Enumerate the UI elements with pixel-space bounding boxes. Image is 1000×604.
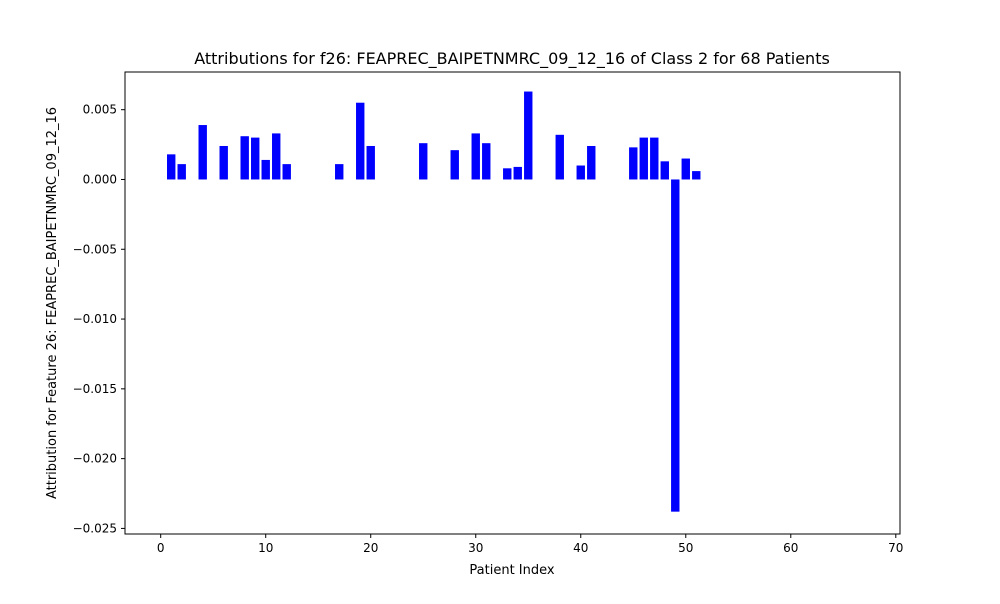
bar [639,137,648,180]
x-tick-label: 60 [783,541,798,555]
bar [629,147,638,180]
bar [576,165,585,180]
bar [587,145,596,180]
y-tick-label: −0.005 [73,242,117,256]
x-axis-label: Patient Index [469,563,554,578]
x-tick-label: 10 [258,541,273,555]
bar [366,145,375,180]
bar [240,136,249,180]
y-axis-ticks: 0.005 0.000 −0.005 −0.010 −0.015 −0.020 −0.025 [73,103,125,535]
bar [219,145,228,180]
bars-group [167,91,701,512]
bar [650,137,659,180]
x-tick-label: 40 [573,541,588,555]
x-tick-label: 30 [468,541,483,555]
bar [177,164,186,180]
chart-title: Attributions for f26: FEAPREC_BAIPETNMRC… [194,49,830,69]
x-tick-label: 0 [157,541,165,555]
bar [167,154,176,180]
bar [261,159,270,180]
bar [555,134,564,180]
bar [198,125,207,180]
y-tick-label: −0.020 [73,452,117,466]
bar [692,171,701,180]
bar [681,158,690,180]
bar [251,137,260,180]
y-tick-label: 0.000 [83,172,117,186]
bar [356,102,365,180]
bar [671,179,680,512]
x-axis-ticks: 0 10 20 30 40 50 60 70 [157,534,903,555]
y-tick-label: −0.025 [73,521,117,535]
plot-frame [124,71,901,535]
bar [660,161,669,180]
y-tick-label: 0.005 [83,103,117,117]
bar [335,164,344,180]
y-axis-label: Attribution for Feature 26: FEAPREC_BAIP… [45,107,60,499]
bar [450,150,459,180]
bar [503,168,512,180]
bar [471,133,480,180]
bar [272,133,281,180]
bar [513,166,522,180]
bar [482,143,491,180]
x-tick-label: 50 [678,541,693,555]
x-tick-label: 20 [363,541,378,555]
bar [282,164,291,180]
y-tick-label: −0.010 [73,312,117,326]
x-tick-label: 70 [888,541,903,555]
bar [524,91,533,180]
y-tick-label: −0.015 [73,382,117,396]
bar [419,143,428,180]
